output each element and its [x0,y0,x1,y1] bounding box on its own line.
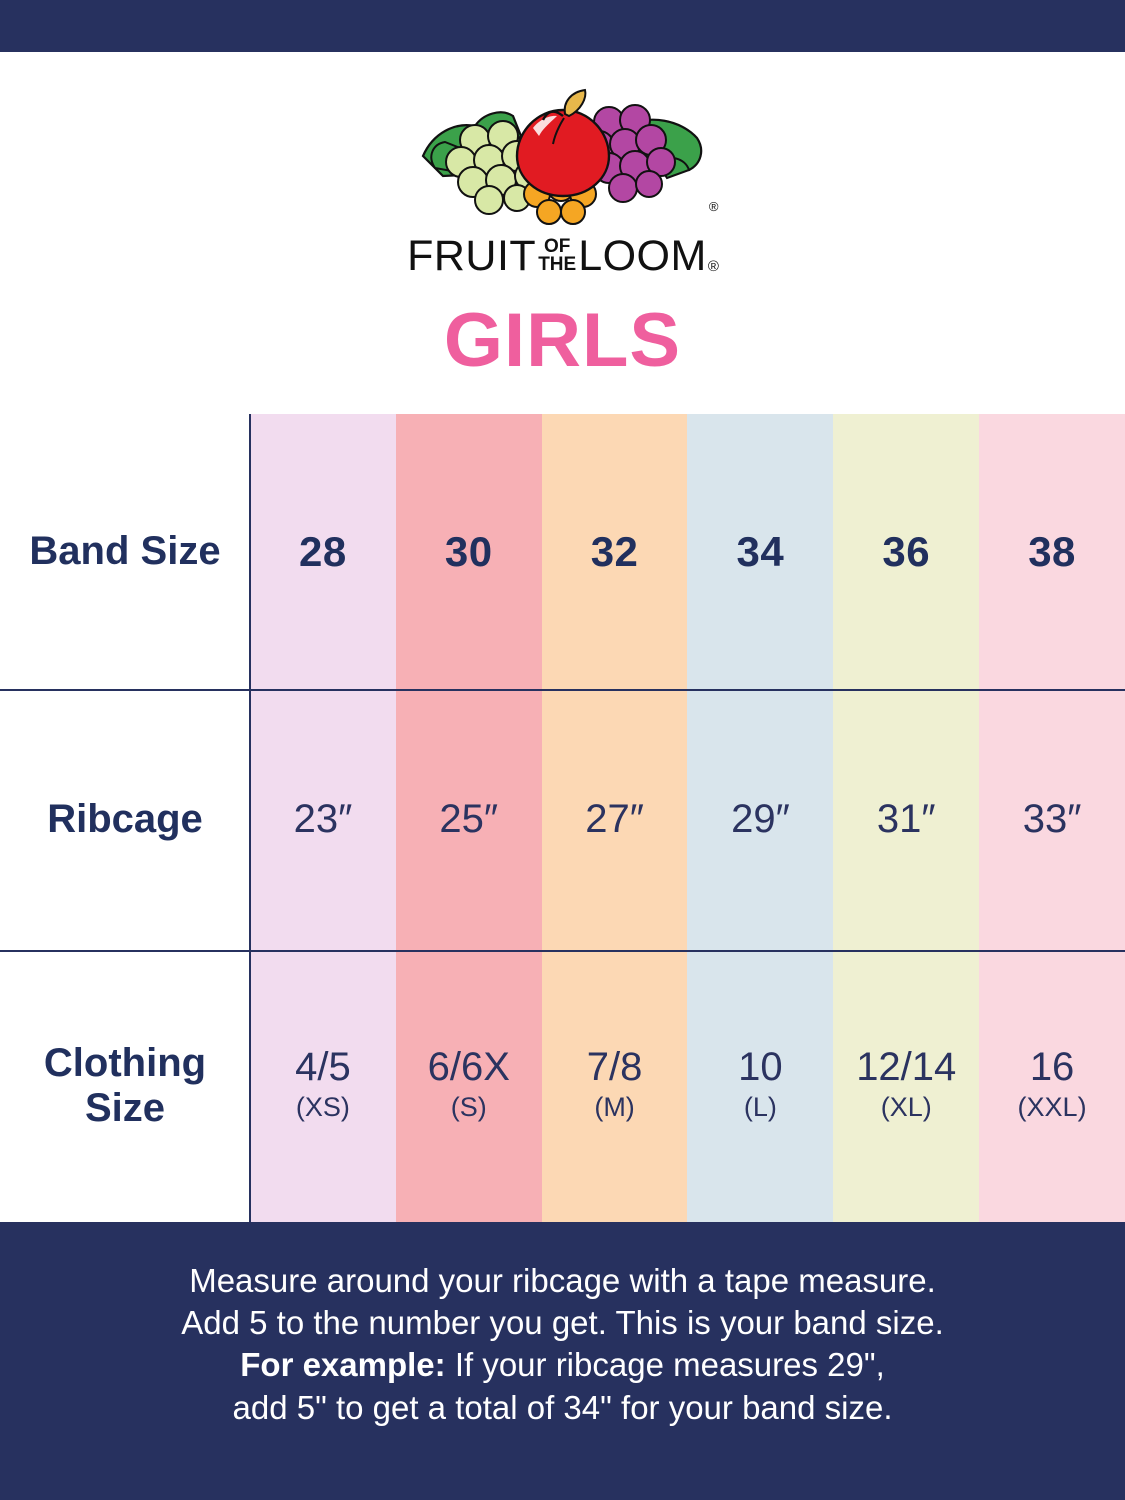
for-example-text: If your ribcage measures 29", [445,1346,885,1384]
data-cell: 10 (L) [687,950,834,1222]
cell-value: 27″ [585,797,644,841]
cell-value: 28 [299,527,347,575]
wordmark-of: OF [543,236,571,258]
data-cell: 4/5 (XS) [250,950,396,1222]
cell-value: 38 [1028,527,1076,575]
cell-value: 32 [590,527,639,575]
cell-subvalue: (XXL) [1017,1091,1087,1122]
instructions-footer: Measure around your ribcage with a tape … [0,1222,1125,1500]
cell-value: 23″ [293,797,353,841]
label-column-divider [249,414,251,1222]
row-label-cell: Ribcage [0,689,250,950]
row-divider-2 [0,950,1125,952]
cell-value: 30 [444,527,493,575]
row-label-cell: Band Size [0,414,250,689]
cell-value: 10 [738,1045,783,1090]
cell-value: 4/5 [295,1045,351,1090]
data-cell: 6/6X (S) [395,950,542,1222]
cell-value: 34 [736,527,785,575]
wordmark-fruit: FRUIT [407,232,537,280]
data-cell: 36 [833,414,980,689]
data-cell: 23″ [250,689,396,950]
fruit-basket-logo: ® [413,78,719,228]
top-navy-bar [0,0,1125,52]
brand-header: ® FRUIT OF THE LOOM ® GIRLS [0,52,1125,414]
wordmark-the: THE [538,253,577,275]
instruction-line-4: add 5" to get a total of 34" for your ba… [232,1388,893,1426]
cell-value: 7/8 [586,1045,643,1090]
cell-value: 16 [1029,1045,1075,1090]
logo-registered-mark: ® [708,199,719,214]
data-cell: 27″ [541,689,688,950]
cell-value: 33″ [1022,797,1082,841]
cell-value: 25″ [439,797,499,841]
instruction-line-2: Add 5 to the number you get. This is you… [181,1304,944,1342]
cell-subvalue: (S) [450,1091,487,1122]
cell-value: 31″ [876,797,936,841]
row-divider-1 [0,689,1125,691]
data-cell: 32 [541,414,688,689]
data-cell: 12/14 (XL) [833,950,980,1222]
page-title: GIRLS [443,298,682,383]
row-label: Clothing Size [43,1041,207,1130]
for-example-label: For example: [240,1346,446,1384]
instruction-line-3: For example: If your ribcage measures 29… [240,1344,885,1386]
cell-subvalue: (XS) [295,1091,350,1122]
data-cell: 25″ [395,689,542,950]
cell-subvalue: (L) [743,1091,777,1122]
cell-value: 29″ [731,797,790,841]
instruction-line-1: Measure around your ribcage with a tape … [189,1262,936,1299]
size-table-grid: Band Size 28 30 32 34 36 38 Ribcage 23″ 25″ 27″ 29″… [0,414,1125,1222]
data-cell: 28 [250,414,396,689]
data-cell: 34 [687,414,834,689]
data-cell: 33″ [979,689,1125,950]
row-label: Band Size [29,529,221,574]
data-cell: 30 [395,414,542,689]
cell-subvalue: (M) [594,1091,635,1122]
size-table: Band Size 28 30 32 34 36 38 Ribcage 23″ 25″ 27″ 29″… [0,414,1125,1222]
data-cell: 7/8 (M) [541,950,688,1222]
wordmark-of-the: OF THE [538,236,577,275]
cell-subvalue: (XL) [880,1091,932,1122]
data-cell: 31″ [833,689,980,950]
data-cell: 16 (XXL) [979,950,1125,1222]
brand-wordmark: FRUIT OF THE LOOM ® [407,232,719,281]
cell-value: 36 [882,527,931,575]
data-cell: 29″ [687,689,834,950]
row-label: Ribcage [47,797,203,842]
wordmark-loom: LOOM [578,232,707,280]
cell-value: 6/6X [427,1045,510,1090]
wordmark-registered-mark: ® [707,258,719,275]
data-cell: 38 [979,414,1125,689]
cell-value: 12/14 [856,1045,957,1090]
row-label-cell: Clothing Size [0,950,250,1222]
